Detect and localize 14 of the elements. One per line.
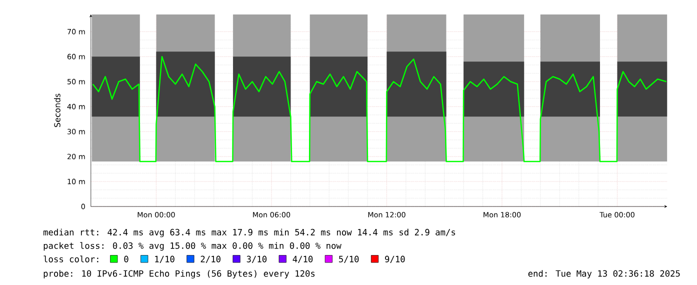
legend-label: 5/10 [339,256,359,263]
legend-title: loss color: [44,255,98,262]
y-axis-title: Seconds [54,94,60,127]
text: packet loss: 0.03 % avg 15.00 % max 0.00 % min 0.00 % now [44,242,342,250]
line-series [92,56,667,162]
legend-label: 3/10 [246,256,267,263]
text: end: Tue May 13 02:36:18 2025 [528,270,680,278]
text: median rtt: 42.4 ms avg 63.4 ms max 17.9 ms min 54.2 ms now 14.4 ms sd 2.9 am/s [44,228,456,238]
legend-label: 2/10 [200,256,220,263]
legend-label: 0 [124,256,128,262]
text: probe: 10 IPv6-ICMP Echo Pings (56 Bytes) every 120s [44,270,315,278]
legend-label: 9/10 [385,256,405,263]
legend-label: 1/10 [155,256,174,263]
legend-label: 4/10 [292,256,313,263]
